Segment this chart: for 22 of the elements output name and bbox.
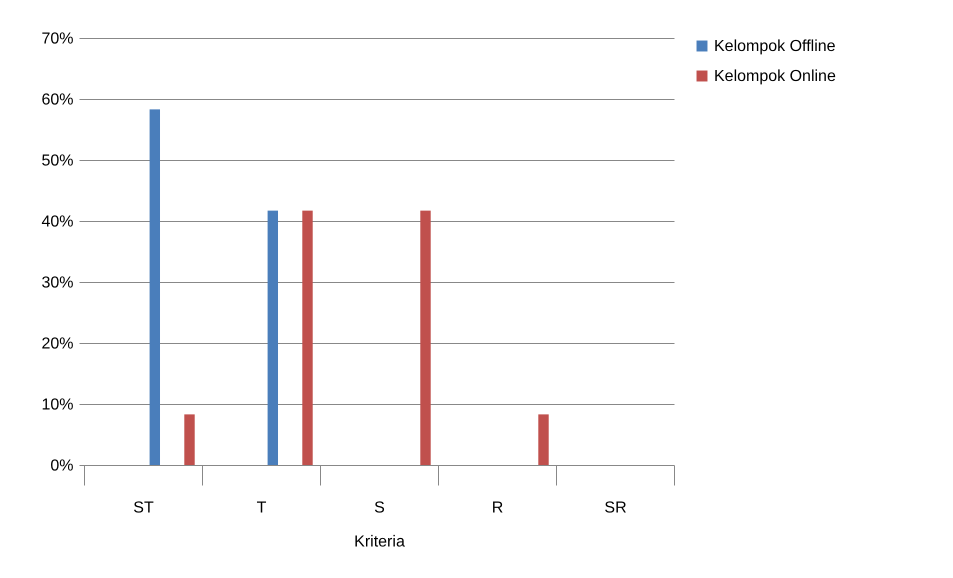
x-tick-label: S [374,500,385,516]
x-tick-label: ST [133,500,154,516]
bar [184,414,195,465]
bar [150,109,160,465]
y-tick-label: 30% [41,274,74,292]
y-tick-label: 50% [41,152,74,170]
bar [420,210,431,465]
y-tick-label: 60% [41,92,74,108]
bar [538,414,549,465]
x-tick-label: R [492,500,504,516]
legend-label: Kelompok Online [714,68,836,85]
x-axis-title: Kriteria [354,534,405,550]
x-tick-label: SR [604,500,627,516]
y-tick-label: 20% [41,336,74,352]
bar [268,210,278,465]
y-tick-label: 70% [41,30,74,48]
bar [302,210,313,465]
y-tick-label: 40% [41,214,74,230]
y-tick-label: 10% [41,396,74,414]
legend-label: Kelompok Offline [714,38,836,55]
x-tick-label: T [256,500,267,516]
y-tick-label: 0% [50,458,74,474]
